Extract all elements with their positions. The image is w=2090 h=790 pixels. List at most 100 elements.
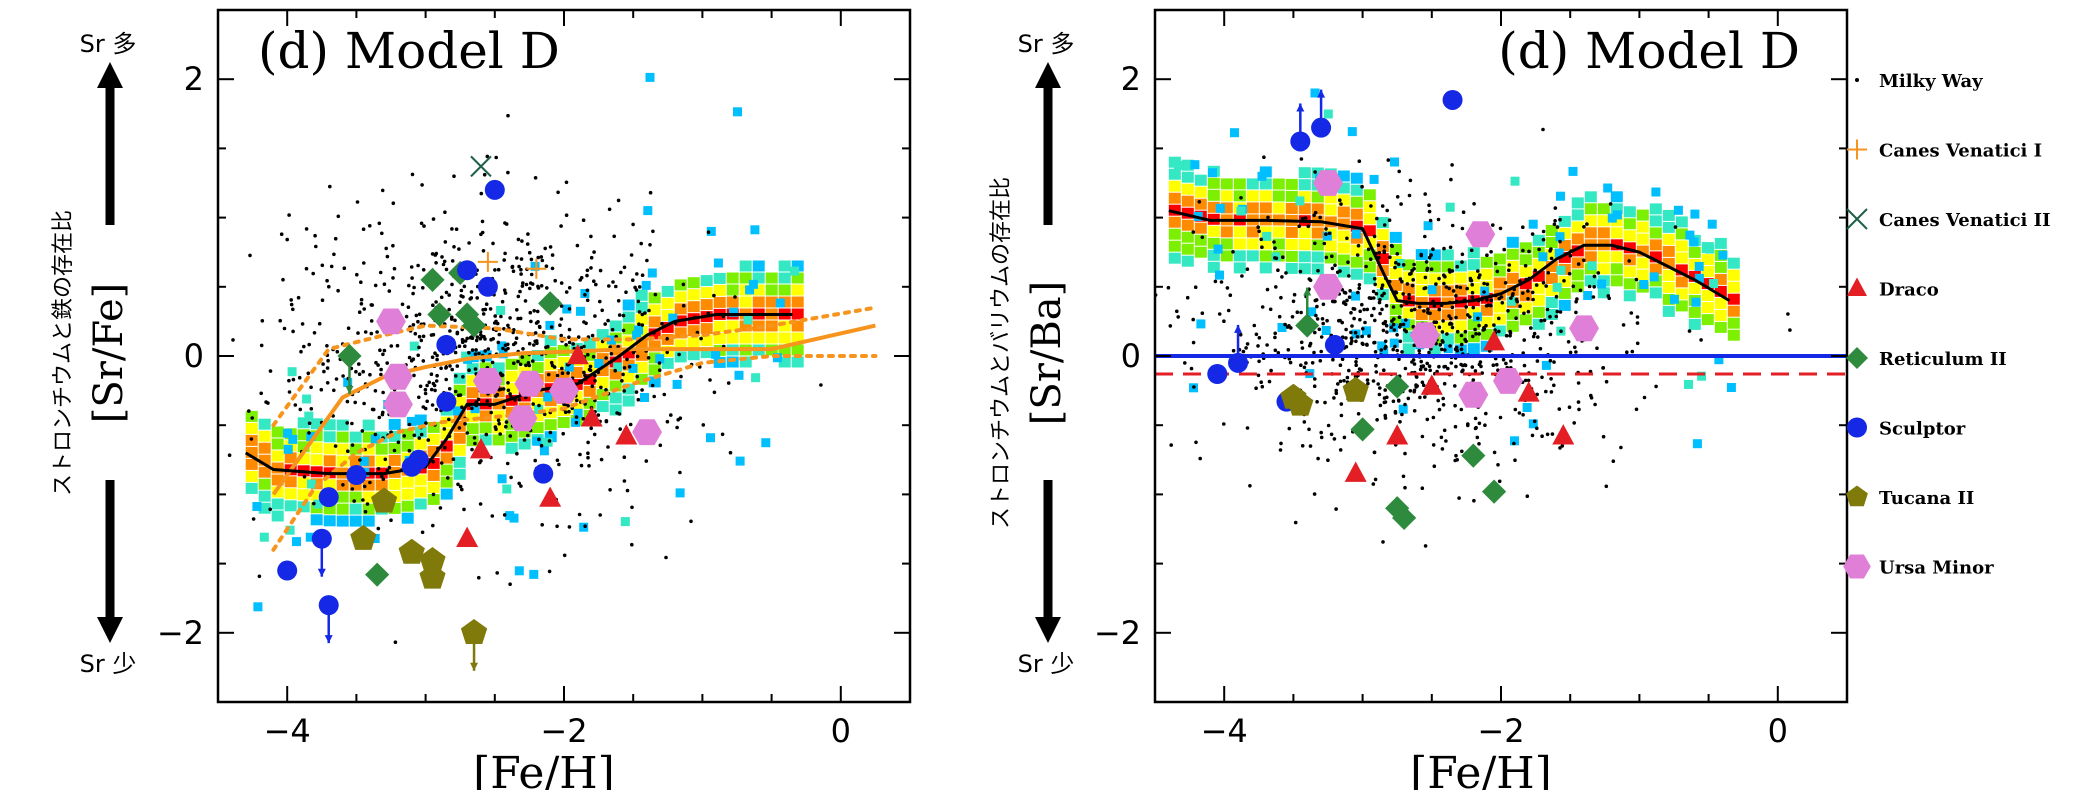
model-density-cell xyxy=(539,446,549,456)
milky-way-star xyxy=(1485,298,1489,302)
milky-way-star xyxy=(1482,290,1486,294)
milky-way-star xyxy=(1412,409,1417,413)
model-density-cell xyxy=(1558,287,1571,299)
milky-way-star xyxy=(1254,386,1258,391)
reticulum-ii-star xyxy=(1385,374,1410,399)
milky-way-star xyxy=(429,372,434,377)
milky-way-star xyxy=(1441,319,1445,323)
model-density-cell xyxy=(1718,250,1728,260)
milky-way-star xyxy=(1300,216,1305,221)
model-density-cell xyxy=(1649,251,1662,263)
right-arrow-up-head xyxy=(1035,62,1061,88)
ursa-minor-star xyxy=(472,368,503,394)
milky-way-star xyxy=(1279,295,1283,300)
milky-way-star xyxy=(1476,316,1480,321)
milky-way-star xyxy=(1502,247,1506,252)
model-density-cell xyxy=(253,602,263,612)
left-y-title-jp: ストロンチウムと鉄の存在比 xyxy=(51,210,76,496)
model-density-cell xyxy=(562,304,572,314)
model-density-cell xyxy=(427,457,440,469)
milky-way-star xyxy=(676,418,680,422)
model-density-cell xyxy=(1538,252,1548,262)
milky-way-star xyxy=(417,395,421,400)
model-density-cell xyxy=(258,478,271,490)
sculptor-star xyxy=(1207,363,1228,384)
milky-way-star xyxy=(588,368,593,373)
milky-way-star xyxy=(1346,260,1350,265)
milky-way-star xyxy=(559,224,563,228)
milky-way-star xyxy=(431,332,436,337)
milky-way-star xyxy=(377,415,382,420)
model-density-cell xyxy=(1493,265,1506,277)
milky-way-star xyxy=(498,371,503,376)
sculptor-star xyxy=(1311,117,1332,138)
model-density-cell xyxy=(1519,242,1532,254)
milky-way-star xyxy=(640,273,645,278)
milky-way-star xyxy=(477,575,481,580)
model-density-cell xyxy=(1350,220,1363,232)
model-density-cell xyxy=(564,362,574,372)
milky-way-star xyxy=(1265,287,1270,292)
milky-way-star xyxy=(444,377,449,382)
milky-way-star xyxy=(446,476,450,480)
milky-way-star xyxy=(1585,222,1589,226)
model-density-cell xyxy=(1649,287,1662,299)
milky-way-star xyxy=(478,502,483,506)
milky-way-star xyxy=(1397,169,1401,174)
milky-way-star xyxy=(1552,222,1557,227)
milky-way-star xyxy=(503,291,508,295)
milky-way-star xyxy=(508,582,512,586)
milky-way-star xyxy=(567,286,572,290)
milky-way-star xyxy=(1459,342,1464,347)
milky-way-star xyxy=(1425,417,1430,422)
milky-way-star xyxy=(526,232,530,236)
milky-way-star xyxy=(1401,474,1406,479)
milky-way-star xyxy=(1291,299,1296,304)
model-density-cell xyxy=(775,298,785,308)
model-density-cell xyxy=(1714,297,1727,309)
milky-way-star xyxy=(728,450,733,455)
milky-way-star xyxy=(460,405,464,410)
right-arrow-up-label: Sr 多 xyxy=(1018,30,1075,58)
milky-way-star xyxy=(1518,304,1522,309)
model-density-cell xyxy=(1610,191,1623,203)
milky-way-star xyxy=(1345,375,1350,380)
milky-way-star xyxy=(1369,296,1373,301)
milky-way-star xyxy=(1460,369,1464,374)
legend-label: Ursa Minor xyxy=(1879,558,1994,579)
milky-way-star xyxy=(1330,299,1335,304)
milky-way-star xyxy=(1356,243,1361,248)
model-density-cell xyxy=(1194,198,1207,210)
milky-way-star xyxy=(1365,307,1370,312)
milky-way-star xyxy=(624,290,628,295)
milky-way-star xyxy=(1382,249,1386,253)
milky-way-star xyxy=(1281,255,1285,259)
model-density-cell xyxy=(1351,291,1360,301)
milky-way-star xyxy=(1372,296,1376,300)
model-density-cell xyxy=(518,438,531,450)
milky-way-star xyxy=(1226,308,1231,313)
model-density-cell xyxy=(1220,250,1233,262)
milky-way-star xyxy=(474,338,479,343)
milky-way-star xyxy=(1454,315,1458,320)
legend-label: Canes Venatici II xyxy=(1879,210,2051,231)
model-density-cell xyxy=(1694,273,1704,283)
model-density-cell xyxy=(466,411,479,423)
model-density-cell xyxy=(1688,306,1701,318)
milky-way-star xyxy=(505,461,510,466)
milky-way-star xyxy=(589,234,593,239)
milky-way-star xyxy=(1316,268,1320,273)
milky-way-star xyxy=(1293,520,1298,525)
model-density-cell xyxy=(1688,270,1701,282)
model-density-cell xyxy=(620,517,630,527)
milky-way-star xyxy=(506,323,510,328)
model-density-cell xyxy=(258,502,271,514)
milky-way-star xyxy=(1256,225,1260,229)
model-density-cell xyxy=(1519,302,1532,314)
milky-way-star xyxy=(1338,363,1343,368)
model-density-cell xyxy=(1636,233,1649,245)
x-tick-label: −4 xyxy=(264,712,311,750)
model-density-cell xyxy=(640,393,649,402)
milky-way-star xyxy=(1546,271,1550,275)
milky-way-star xyxy=(599,385,603,390)
